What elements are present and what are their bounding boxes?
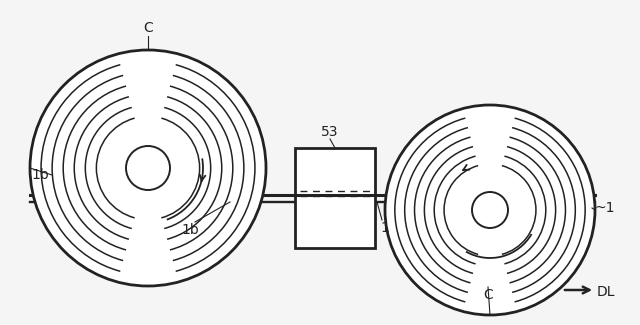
Circle shape xyxy=(30,50,266,286)
Text: DL: DL xyxy=(596,285,615,299)
Text: 53: 53 xyxy=(321,125,339,139)
Text: ~1: ~1 xyxy=(595,201,616,215)
Text: C: C xyxy=(483,288,493,302)
Bar xyxy=(295,148,375,248)
Circle shape xyxy=(472,192,508,228)
Text: 1: 1 xyxy=(381,221,389,235)
Text: C: C xyxy=(143,21,153,35)
Circle shape xyxy=(126,146,170,190)
Text: 1b: 1b xyxy=(181,223,199,237)
Circle shape xyxy=(385,105,595,315)
Text: 1b: 1b xyxy=(31,168,49,182)
